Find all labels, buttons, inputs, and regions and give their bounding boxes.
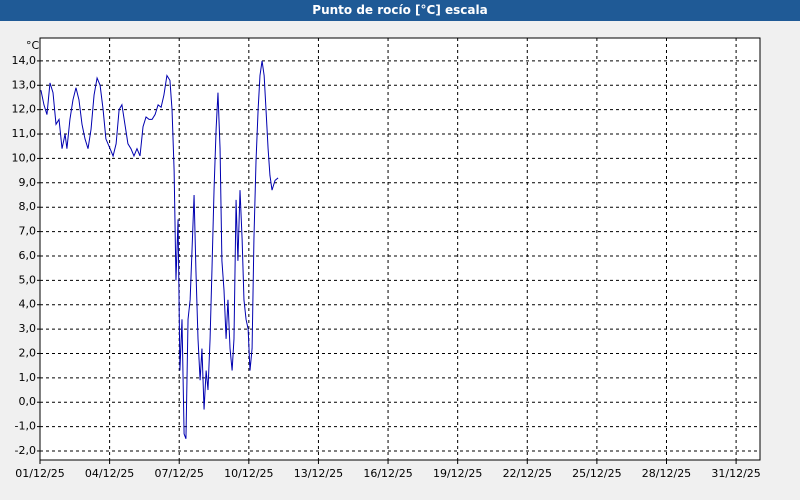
x-tick-label: 13/12/25 xyxy=(294,467,343,480)
y-tick-label: 3,0 xyxy=(19,322,37,335)
x-tick-label: 25/12/25 xyxy=(572,467,621,480)
x-tick-label: 31/12/25 xyxy=(711,467,760,480)
y-tick-label: -2,0 xyxy=(15,444,36,457)
y-tick-label: -1,0 xyxy=(15,420,36,433)
y-unit: °C xyxy=(26,39,40,52)
chart-title: Punto de rocío [°C] escala xyxy=(0,0,800,21)
y-tick-label: 8,0 xyxy=(19,200,37,213)
chart: °C -2,0 -1,0 0,0 1,0 2,0 3,0 4,0 5,0 6,0 7,0 8,0 9,… xyxy=(12,37,761,480)
plot-area xyxy=(39,37,761,461)
y-tick-label: 4,0 xyxy=(19,298,37,311)
x-tick-label: 01/12/25 xyxy=(15,467,64,480)
x-tick-label: 07/12/25 xyxy=(155,467,204,480)
y-tick-label: 11,0 xyxy=(12,127,37,140)
y-tick-label: 7,0 xyxy=(19,225,37,238)
x-tick-label: 10/12/25 xyxy=(224,467,273,480)
x-tick-label: 16/12/25 xyxy=(363,467,412,480)
x-tick-label: 04/12/25 xyxy=(85,467,134,480)
x-tick-label: 28/12/25 xyxy=(642,467,691,480)
y-tick-label: 2,0 xyxy=(19,346,37,359)
y-tick-label: 1,0 xyxy=(19,371,37,384)
y-tick-label: 12,0 xyxy=(12,103,37,116)
y-tick-label: 13,0 xyxy=(12,78,37,91)
x-tick-label: 22/12/25 xyxy=(503,467,552,480)
data-line xyxy=(40,60,279,439)
y-tick-label: 5,0 xyxy=(19,273,37,286)
y-tick-label: 14,0 xyxy=(12,54,37,67)
x-tick-label: 19/12/25 xyxy=(433,467,482,480)
y-tick-label: 0,0 xyxy=(19,395,37,408)
y-tick-label: 6,0 xyxy=(19,249,37,262)
y-tick-label: 9,0 xyxy=(19,176,37,189)
y-tick-label: 10,0 xyxy=(12,151,37,164)
